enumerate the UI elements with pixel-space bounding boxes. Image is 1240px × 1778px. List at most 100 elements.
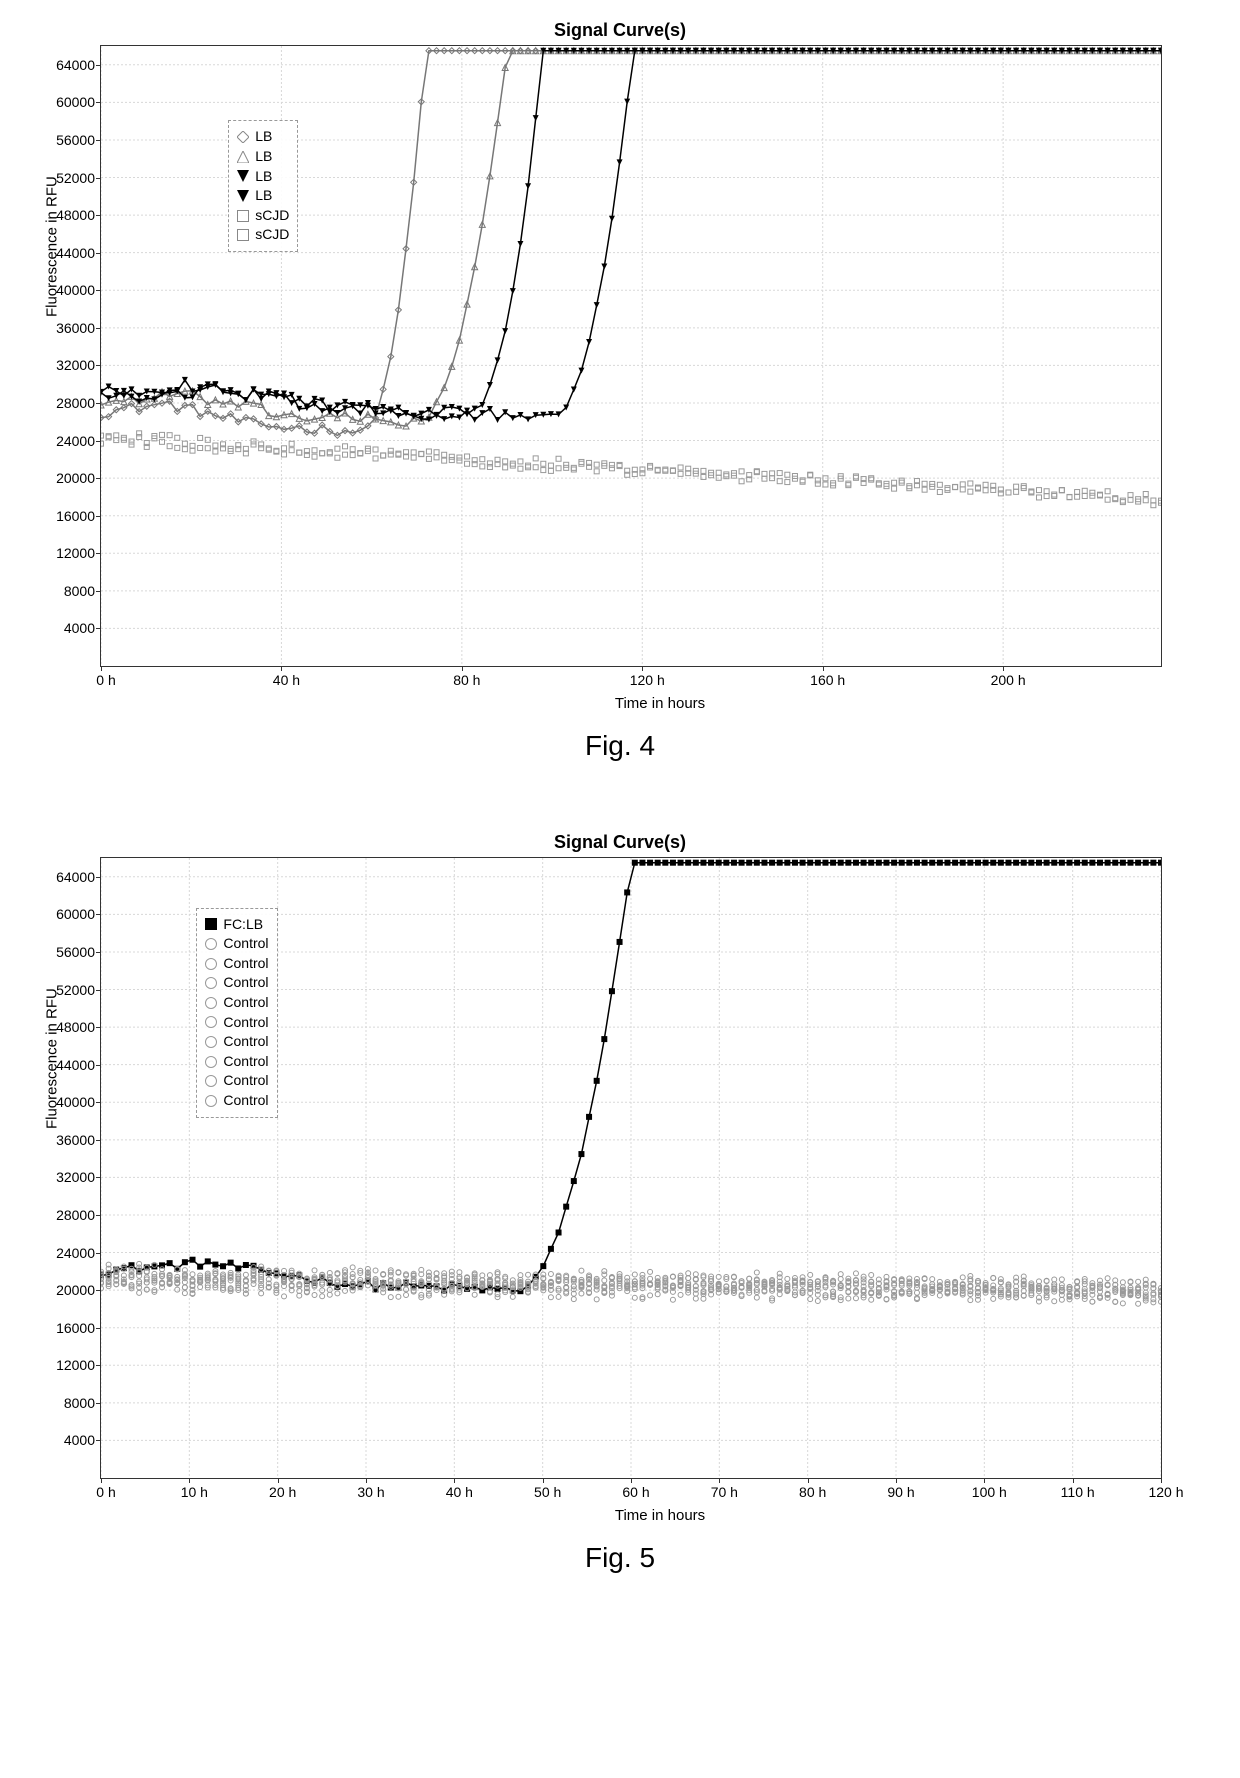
legend-item: Control bbox=[205, 1013, 268, 1033]
ytick-label: 64000 bbox=[41, 57, 95, 73]
legend-marker-icon bbox=[205, 938, 217, 950]
legend-label: FC:LB bbox=[223, 915, 263, 935]
legend-item: Control bbox=[205, 1071, 268, 1091]
legend-item: LB bbox=[237, 127, 289, 147]
legend-label: Control bbox=[223, 1091, 268, 1111]
figure-4: Signal Curve(s) Fluorescence in RFU 4000… bbox=[20, 20, 1220, 762]
xtick-label: 0 h bbox=[81, 672, 131, 688]
legend-label: Control bbox=[223, 993, 268, 1013]
chart4-title: Signal Curve(s) bbox=[20, 20, 1220, 41]
ytick-label: 32000 bbox=[41, 1169, 95, 1185]
xtick-label: 160 h bbox=[803, 672, 853, 688]
xtick-label: 200 h bbox=[983, 672, 1033, 688]
ytick-label: 12000 bbox=[41, 545, 95, 561]
ytick-label: 4000 bbox=[41, 1432, 95, 1448]
legend-item: Control bbox=[205, 1052, 268, 1072]
ytick-label: 52000 bbox=[41, 982, 95, 998]
legend-marker-icon bbox=[205, 977, 217, 989]
ytick-label: 56000 bbox=[41, 132, 95, 148]
legend-label: sCJD bbox=[255, 225, 289, 245]
figure5-caption: Fig. 5 bbox=[20, 1542, 1220, 1574]
ytick-label: 28000 bbox=[41, 395, 95, 411]
ytick-label: 8000 bbox=[41, 1395, 95, 1411]
xtick-label: 10 h bbox=[169, 1484, 219, 1500]
ytick-label: 64000 bbox=[41, 869, 95, 885]
ytick-label: 20000 bbox=[41, 1282, 95, 1298]
legend-marker-icon bbox=[237, 131, 249, 143]
legend-marker-icon bbox=[205, 918, 217, 930]
legend-item: Control bbox=[205, 934, 268, 954]
legend-label: LB bbox=[255, 127, 272, 147]
ytick-label: 40000 bbox=[41, 1094, 95, 1110]
chart5-title: Signal Curve(s) bbox=[20, 832, 1220, 853]
xtick-label: 40 h bbox=[434, 1484, 484, 1500]
legend-marker-icon bbox=[205, 997, 217, 1009]
ytick-label: 4000 bbox=[41, 620, 95, 636]
legend-label: LB bbox=[255, 147, 272, 167]
ytick-label: 36000 bbox=[41, 1132, 95, 1148]
legend-marker-icon bbox=[205, 1056, 217, 1068]
legend-marker-icon bbox=[237, 170, 249, 182]
ytick-label: 8000 bbox=[41, 583, 95, 599]
legend-label: LB bbox=[255, 186, 272, 206]
legend-label: sCJD bbox=[255, 206, 289, 226]
legend-marker-icon bbox=[205, 1095, 217, 1107]
ytick-label: 60000 bbox=[41, 94, 95, 110]
ytick-label: 16000 bbox=[41, 508, 95, 524]
ytick-label: 60000 bbox=[41, 906, 95, 922]
ytick-label: 48000 bbox=[41, 1019, 95, 1035]
ytick-label: 20000 bbox=[41, 470, 95, 486]
ytick-label: 44000 bbox=[41, 1057, 95, 1073]
legend-item: sCJD bbox=[237, 206, 289, 226]
ytick-label: 48000 bbox=[41, 207, 95, 223]
figure-5: Signal Curve(s) Fluorescence in RFU 4000… bbox=[20, 832, 1220, 1574]
legend-marker-icon bbox=[205, 958, 217, 970]
xtick-label: 60 h bbox=[611, 1484, 661, 1500]
chart4-xlabel: Time in hours bbox=[100, 695, 1220, 712]
legend-item: Control bbox=[205, 954, 268, 974]
chart4-plot: 4000800012000160002000024000280003200036… bbox=[100, 45, 1162, 667]
xtick-label: 90 h bbox=[876, 1484, 926, 1500]
xtick-label: 70 h bbox=[699, 1484, 749, 1500]
ytick-label: 24000 bbox=[41, 1245, 95, 1261]
legend-item: LB bbox=[237, 186, 289, 206]
chart5-plot: 4000800012000160002000024000280003200036… bbox=[100, 857, 1162, 1479]
legend-item: Control bbox=[205, 1032, 268, 1052]
xtick-label: 80 h bbox=[442, 672, 492, 688]
legend-item: LB bbox=[237, 147, 289, 167]
legend-marker-icon bbox=[237, 210, 249, 222]
xtick-label: 0 h bbox=[81, 1484, 131, 1500]
legend-label: Control bbox=[223, 1013, 268, 1033]
legend-label: LB bbox=[255, 167, 272, 187]
legend-marker-icon bbox=[205, 1036, 217, 1048]
legend-label: Control bbox=[223, 954, 268, 974]
xtick-label: 50 h bbox=[523, 1484, 573, 1500]
ytick-label: 36000 bbox=[41, 320, 95, 336]
legend-item: Control bbox=[205, 973, 268, 993]
ytick-label: 44000 bbox=[41, 245, 95, 261]
xtick-label: 80 h bbox=[788, 1484, 838, 1500]
legend-marker-icon bbox=[237, 229, 249, 241]
legend-item: sCJD bbox=[237, 225, 289, 245]
legend-label: Control bbox=[223, 973, 268, 993]
chart5-xlabel: Time in hours bbox=[100, 1507, 1220, 1524]
legend-marker-icon bbox=[205, 1016, 217, 1028]
ytick-label: 28000 bbox=[41, 1207, 95, 1223]
ytick-label: 56000 bbox=[41, 944, 95, 960]
xtick-label: 30 h bbox=[346, 1484, 396, 1500]
legend-marker-icon bbox=[237, 151, 249, 163]
ytick-label: 40000 bbox=[41, 282, 95, 298]
ytick-label: 32000 bbox=[41, 357, 95, 373]
legend-label: Control bbox=[223, 1071, 268, 1091]
xtick-label: 120 h bbox=[622, 672, 672, 688]
ytick-label: 52000 bbox=[41, 170, 95, 186]
ytick-label: 12000 bbox=[41, 1357, 95, 1373]
xtick-label: 120 h bbox=[1141, 1484, 1191, 1500]
xtick-label: 100 h bbox=[964, 1484, 1014, 1500]
legend-item: Control bbox=[205, 1091, 268, 1111]
legend-label: Control bbox=[223, 1052, 268, 1072]
legend: LBLBLBLBsCJDsCJD bbox=[228, 120, 298, 252]
legend: FC:LBControlControlControlControlControl… bbox=[196, 908, 277, 1118]
ytick-label: 16000 bbox=[41, 1320, 95, 1336]
legend-marker-icon bbox=[205, 1075, 217, 1087]
